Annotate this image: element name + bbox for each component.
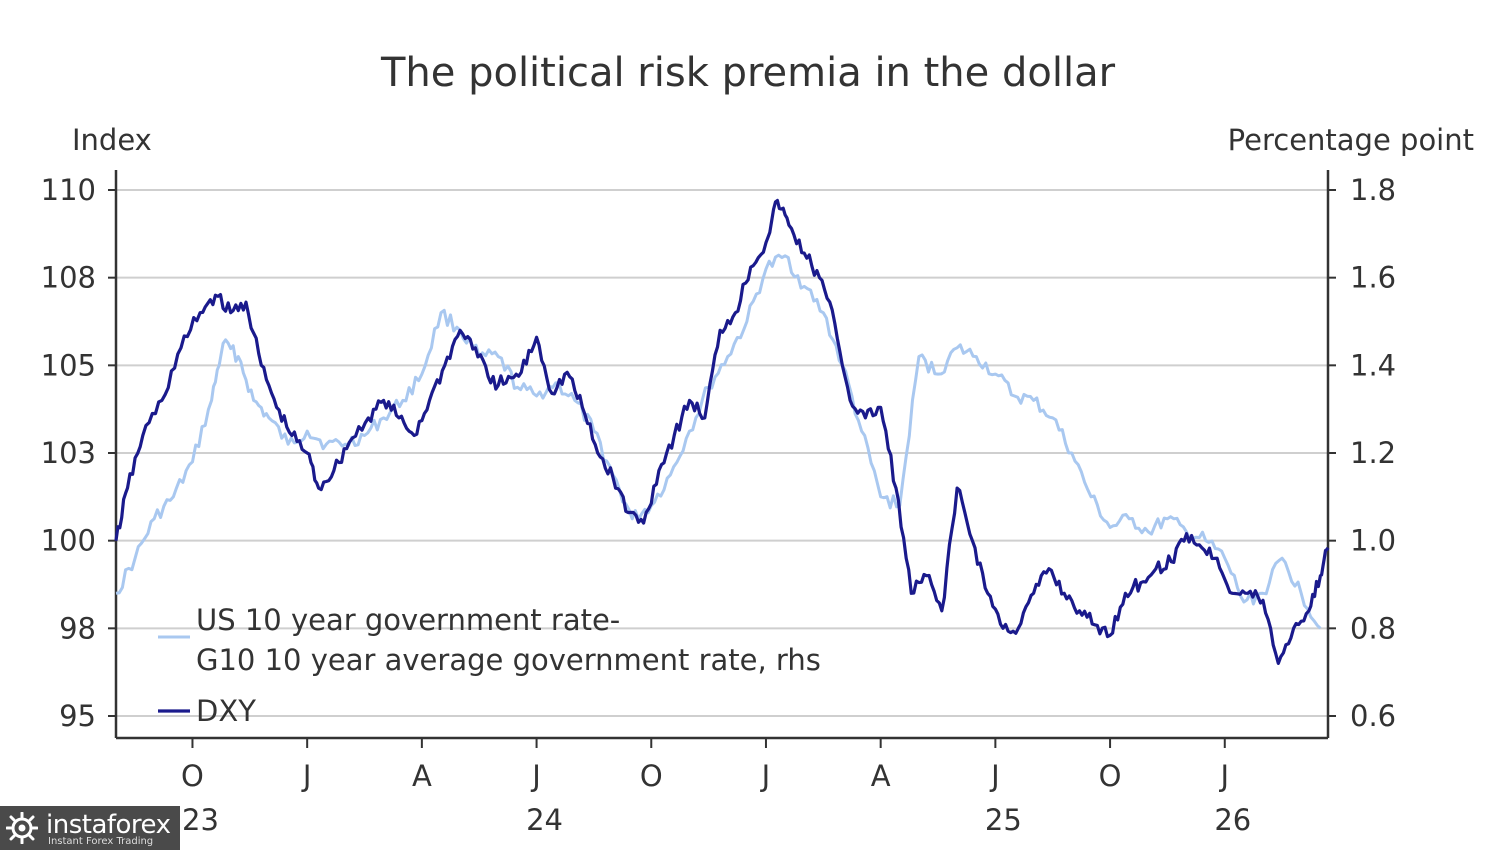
x-tick-label: O	[181, 759, 204, 793]
left-tick-label: 100	[41, 524, 96, 558]
x-tick-label: J	[989, 759, 1000, 793]
x-tick-label: A	[412, 759, 432, 793]
right-axis: 1.8 1.6 1.4 1.2 1.0 0.8 0.6	[1326, 170, 1396, 738]
x-tick-label: O	[1099, 759, 1122, 793]
x-year-label: 26	[1214, 803, 1251, 837]
x-year-label: 24	[526, 803, 563, 837]
legend-label-rate-spread-line2: G10 10 year average government rate, rhs	[196, 643, 821, 677]
right-tick-label: 1.8	[1350, 173, 1396, 207]
series-line-dxy	[114, 198, 1330, 665]
right-axis-unit-label: Percentage point	[1228, 123, 1474, 157]
x-tick-label: A	[871, 759, 891, 793]
right-tick-label: 0.8	[1350, 611, 1396, 645]
left-tick-label: 103	[41, 436, 96, 470]
x-tick-label: J	[760, 759, 771, 793]
right-tick-label: 1.2	[1350, 436, 1396, 470]
x-tick-label: O	[640, 759, 663, 793]
left-axis: 110 108 105 103 100 98 95	[41, 170, 118, 738]
chart-title: The political risk premia in the dollar	[380, 50, 1116, 96]
left-tick-label: 108	[41, 261, 96, 295]
x-year-label: 25	[985, 803, 1022, 837]
instaforex-logo-icon	[6, 812, 38, 844]
instaforex-brand-name: instaforex	[46, 810, 171, 840]
instaforex-watermark: instaforex Instant Forex Trading	[0, 806, 180, 850]
left-tick-label: 98	[59, 611, 96, 645]
instaforex-tagline: Instant Forex Trading	[48, 836, 154, 847]
left-tick-label: 95	[59, 699, 96, 733]
left-axis-unit-label: Index	[72, 123, 152, 157]
gridlines	[116, 189, 1328, 717]
left-tick-label: 110	[41, 173, 96, 207]
x-axis: O J A J O J A J O J 23 24 25 26	[116, 736, 1328, 837]
right-tick-label: 1.4	[1350, 348, 1396, 382]
right-tick-label: 1.6	[1350, 261, 1396, 295]
x-tick-label: J	[1218, 759, 1229, 793]
left-tick-label: 105	[41, 348, 96, 382]
legend-label-rate-spread-line1: US 10 year government rate-	[196, 603, 620, 637]
legend-label-dxy: DXY	[196, 694, 256, 728]
x-tick-label: J	[301, 759, 312, 793]
x-tick-label: J	[530, 759, 541, 793]
x-year-label: 23	[182, 803, 219, 837]
legend: US 10 year government rate- G10 10 year …	[158, 603, 821, 728]
right-tick-label: 1.0	[1350, 524, 1396, 558]
right-tick-label: 0.6	[1350, 699, 1396, 733]
